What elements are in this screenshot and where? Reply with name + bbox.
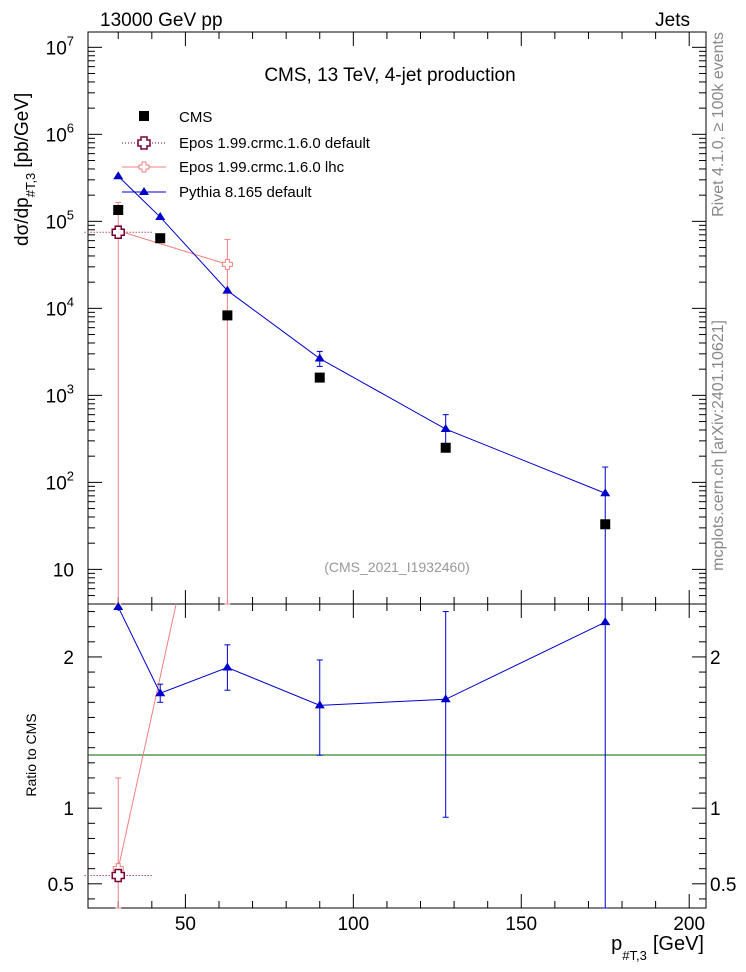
ratio-ylabel: Ratio to CMS — [23, 713, 39, 796]
main-y-tick-label-exp: 2 — [67, 468, 74, 483]
epos-default-point — [111, 225, 125, 239]
legend-pythia-label: Pythia 8.165 default — [179, 184, 312, 201]
header-left: 13000 GeV pp — [100, 10, 223, 31]
main-y-tick-label-exp: 5 — [67, 207, 74, 222]
main-y-tick-label-exp: 4 — [67, 294, 74, 309]
pythia-point — [600, 488, 611, 497]
cms-point — [113, 204, 124, 215]
main-y-tick-label: 106 — [46, 120, 74, 146]
ratio-y-tick-label: 1 — [63, 799, 74, 820]
ratio-y-tick-label: 2 — [63, 648, 74, 669]
x-tick-label: 200 — [673, 914, 705, 935]
ratio-pythia-point — [314, 700, 325, 709]
cms-point — [222, 310, 233, 321]
ratio-panel-frame — [87, 603, 707, 909]
x-tick-label: 150 — [505, 914, 537, 935]
ratio-pythia-point — [440, 694, 451, 703]
x-tick-label: 50 — [175, 914, 196, 935]
main-y-tick-label: 107 — [46, 33, 74, 59]
ratio-pythia-curve — [117, 606, 606, 706]
side-rivet-label: Rivet 4.1.0, ≥ 100k events — [710, 32, 727, 217]
legend-epos-default-label: Epos 1.99.crmc.1.6.0 default — [179, 135, 371, 152]
ratio-y-tick-label-right: 1 — [710, 799, 721, 820]
main-y-tick-label: 105 — [46, 207, 74, 233]
main-ylabel: dσ/dp#T,3 [pb/GeV] — [12, 93, 38, 246]
main-y-tick-label-exp: 6 — [67, 120, 74, 135]
main-y-tick-label: 102 — [46, 468, 74, 494]
legend-pythia-marker — [139, 187, 149, 195]
ratio-y-tick-label-right: 0.5 — [710, 875, 736, 896]
main-y-tick-label-base: 10 — [53, 560, 74, 581]
cms-point — [314, 372, 325, 383]
x-axis-label-subscript: #T,3 — [622, 948, 647, 963]
main-y-tick-label-base: 10 — [46, 212, 67, 233]
main-title: CMS, 13 TeV, 4-jet production — [264, 65, 515, 86]
main-y-tick-label-base: 10 — [46, 299, 67, 320]
main-y-tick-label-exp: 3 — [67, 381, 74, 396]
cms-point — [440, 442, 451, 453]
pythia-point — [440, 424, 451, 433]
ratio-pythia-point — [222, 662, 233, 671]
cms-point — [600, 519, 611, 530]
legend: CMS Epos 1.99.crmc.1.6.0 default Epos 1.… — [122, 109, 371, 201]
cms-point — [155, 233, 166, 244]
pythia-point — [222, 285, 233, 294]
legend-epos-default-marker — [137, 136, 151, 150]
main-y-tick-label: 10 — [53, 560, 74, 581]
main-ylabel-unit: [pb/GeV] — [12, 93, 33, 168]
main-y-tick-label-base: 10 — [46, 473, 67, 494]
main-y-tick-label-base: 10 — [46, 125, 67, 146]
main-y-tick-label-base: 10 — [46, 386, 67, 407]
x-axis-label: p#T,3 [GeV] — [611, 933, 704, 963]
watermark: (CMS_2021_I1932460) — [324, 559, 470, 575]
ratio-pythia-point — [155, 688, 166, 697]
epos-lhc-point — [221, 258, 233, 270]
pythia-point — [155, 212, 166, 221]
ratio-epos-default-point — [111, 868, 125, 883]
pythia-curve — [117, 175, 606, 494]
side-mcplots-label: mcplots.cern.ch [arXiv:2401.10621] — [710, 320, 727, 571]
ratio-y-tick-label: 0.5 — [48, 875, 74, 896]
main-y-tick-label-exp: 7 — [67, 33, 74, 48]
ratio-pythia-point — [600, 617, 611, 626]
main-y-tick-label: 103 — [46, 381, 74, 407]
x-tick-label: 100 — [337, 914, 369, 935]
main-y-tick-label-base: 10 — [46, 38, 67, 59]
header-right: Jets — [655, 10, 690, 31]
main-ylabel-subscript: #T,3 — [23, 173, 38, 198]
legend-cms-marker — [139, 111, 149, 121]
ratio-y-tick-label-right: 2 — [710, 648, 721, 669]
legend-epos-lhc-label: Epos 1.99.crmc.1.6.0 lhc — [179, 159, 345, 176]
ratio-pythia-point — [113, 602, 124, 611]
x-axis-label-p: p — [611, 933, 622, 955]
epos-lhc-curve — [118, 230, 228, 265]
x-axis-label-unit: [GeV] — [653, 933, 704, 955]
ratio-epos-lhc-curve — [117, 603, 177, 869]
main-y-tick-label: 104 — [46, 294, 74, 320]
pythia-point — [113, 171, 124, 180]
legend-cms-label: CMS — [179, 109, 212, 126]
pythia-point — [314, 353, 325, 362]
legend-epos-lhc-marker — [138, 161, 150, 173]
main-ylabel-text: dσ/dp — [12, 197, 33, 246]
